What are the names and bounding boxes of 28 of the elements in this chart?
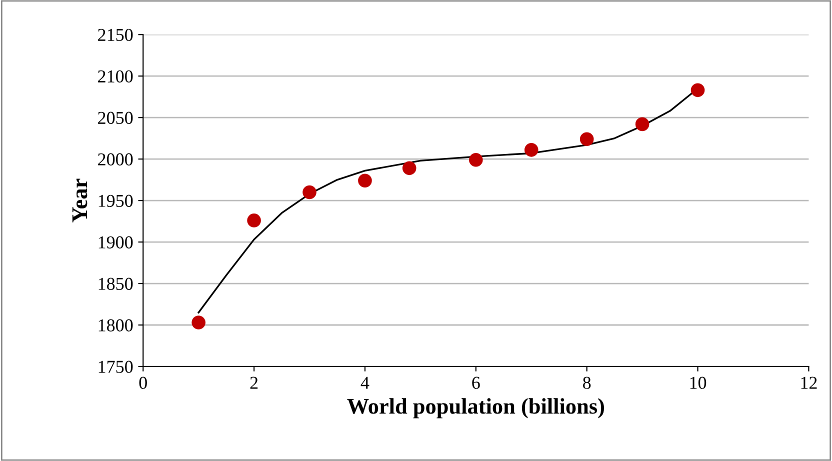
x-tick-label: 10 [690,376,706,389]
point [690,83,705,98]
y-tick-label: 2050 [98,112,133,124]
point [469,152,483,167]
x-tick-label: 8 [583,376,591,389]
x-tick-label: 6 [472,376,480,389]
y-tick-label: 1900 [98,236,133,248]
x-tick-label: 0 [139,376,147,389]
x-tick-label: 4 [360,376,370,389]
y-tick-label: 1950 [98,194,133,207]
point [580,132,594,146]
y-tick-label: 2000 [98,153,133,166]
point [635,117,650,132]
y-tick-label: 2100 [98,70,133,83]
y-axis-title: Year [72,178,88,222]
point [247,214,261,228]
x-axis-title: World population (billions) [347,398,604,418]
point [192,316,206,330]
point [402,161,416,176]
y-tick-label: 1850 [98,278,133,290]
x-tick-label: 12 [801,376,817,389]
point [524,143,538,157]
point [358,174,372,188]
y-tick-label: 1750 [98,360,133,373]
x-tick-label: 2 [250,376,258,389]
point [302,185,316,200]
y-tick-label: 2150 [98,28,133,42]
y-tick-label: 1800 [98,319,133,332]
